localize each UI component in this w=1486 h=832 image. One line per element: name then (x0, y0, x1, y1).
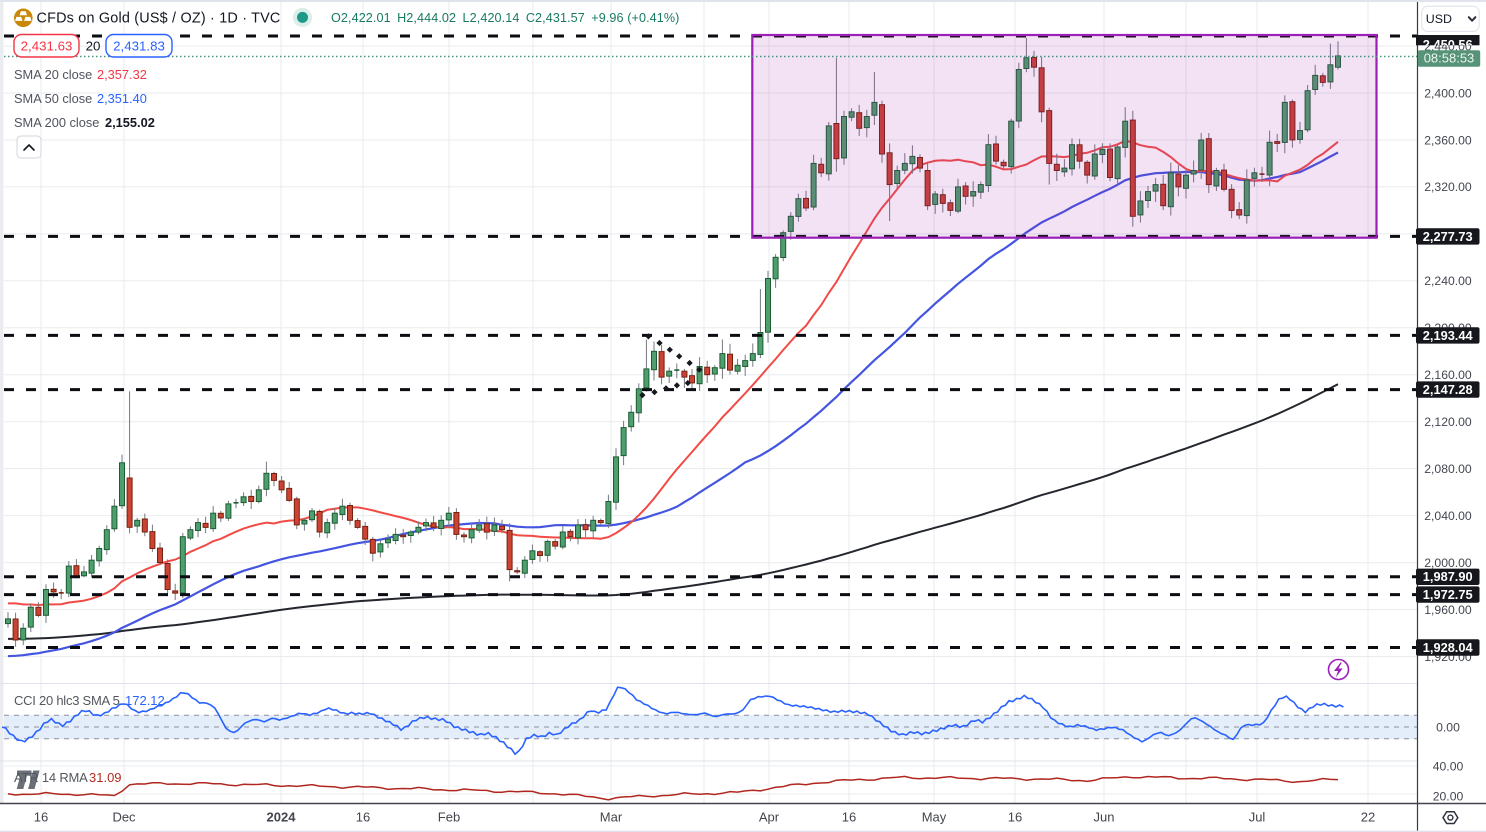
svg-text:40.00: 40.00 (1433, 759, 1464, 773)
svg-text:May: May (922, 810, 947, 825)
svg-text:SMA 20 close: SMA 20 close (14, 67, 92, 82)
svg-text:0.00: 0.00 (1436, 720, 1460, 734)
svg-text:31.09: 31.09 (89, 770, 122, 785)
svg-text:Feb: Feb (438, 810, 460, 825)
svg-text:Jul: Jul (1249, 810, 1266, 825)
svg-text:2,277.73: 2,277.73 (1423, 229, 1473, 244)
svg-text:1,960.00: 1,960.00 (1424, 603, 1472, 617)
svg-text:16: 16 (842, 810, 856, 825)
svg-text:CFDs on Gold (US$ / OZ) · 1D ·: CFDs on Gold (US$ / OZ) · 1D · TVC (37, 11, 281, 27)
svg-text:16: 16 (1008, 810, 1022, 825)
svg-text:SMA 50 close: SMA 50 close (14, 91, 92, 106)
svg-text:2,357.32: 2,357.32 (97, 67, 147, 82)
svg-text:2,080.00: 2,080.00 (1424, 462, 1472, 476)
svg-text:Dec: Dec (112, 810, 136, 825)
svg-text:08:58:53: 08:58:53 (1424, 51, 1475, 66)
svg-text:2,155.02: 2,155.02 (105, 115, 155, 130)
svg-text:2,450.56: 2,450.56 (1423, 37, 1473, 52)
svg-text:172.12: 172.12 (125, 693, 165, 708)
svg-text:16: 16 (356, 810, 370, 825)
svg-text:2,360.00: 2,360.00 (1424, 133, 1472, 147)
svg-text:Mar: Mar (600, 810, 623, 825)
svg-text:1,928.04: 1,928.04 (1423, 640, 1474, 655)
svg-text:2,320.00: 2,320.00 (1424, 180, 1472, 194)
svg-text:CCI 20 hlc3 SMA 5: CCI 20 hlc3 SMA 5 (14, 693, 120, 708)
svg-text:Jun: Jun (1094, 810, 1115, 825)
svg-text:USD: USD (1426, 12, 1452, 26)
svg-text:2,193.44: 2,193.44 (1423, 328, 1474, 343)
svg-text:2,431.63: 2,431.63 (21, 38, 73, 53)
svg-text:2,400.00: 2,400.00 (1424, 86, 1472, 100)
svg-text:2,431.83: 2,431.83 (113, 38, 165, 53)
svg-text:2,147.28: 2,147.28 (1423, 382, 1473, 397)
svg-text:Apr: Apr (759, 810, 780, 825)
svg-text:2,120.00: 2,120.00 (1424, 415, 1472, 429)
svg-text:2,351.40: 2,351.40 (97, 91, 147, 106)
svg-text:20.00: 20.00 (1433, 789, 1464, 803)
svg-text:1,972.75: 1,972.75 (1423, 587, 1473, 602)
svg-text:2,240.00: 2,240.00 (1424, 274, 1472, 288)
svg-text:22: 22 (1361, 810, 1375, 825)
svg-text:1,987.90: 1,987.90 (1423, 569, 1473, 584)
svg-text:SMA 200 close: SMA 200 close (14, 115, 99, 130)
svg-text:2,160.00: 2,160.00 (1424, 368, 1472, 382)
svg-text:2,040.00: 2,040.00 (1424, 509, 1472, 523)
svg-text:16: 16 (34, 810, 48, 825)
svg-text:ATR 14 RMA: ATR 14 RMA (14, 770, 88, 785)
svg-text:20: 20 (86, 38, 101, 53)
svg-text:2024: 2024 (267, 810, 297, 825)
svg-text:O2,422.01 H2,444.02 L2,420.14: O2,422.01 H2,444.02 L2,420.14 C2,431.57 … (331, 11, 679, 25)
svg-text:2,000.00: 2,000.00 (1424, 556, 1472, 570)
